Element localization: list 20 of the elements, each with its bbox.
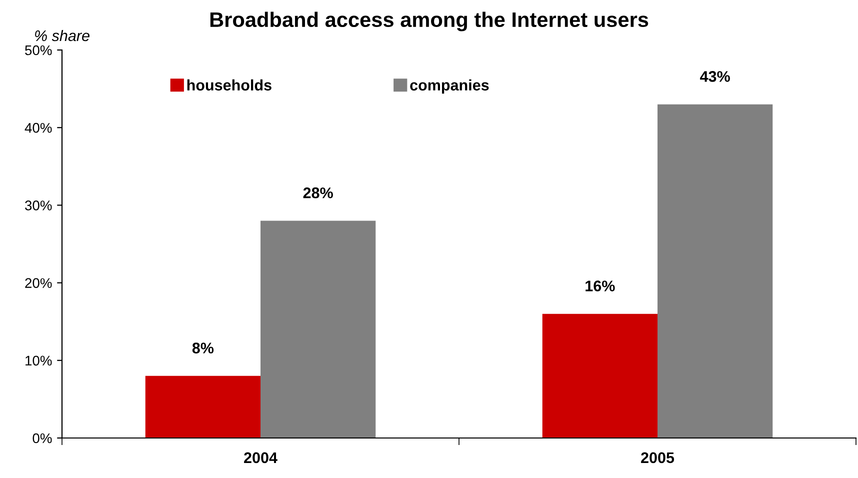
legend-label: households [187, 79, 272, 91]
y-tick-label: 20% [25, 278, 52, 288]
y-tick-label: 0% [32, 433, 52, 444]
y-tick-label: 40% [24, 122, 52, 133]
data-label: 28% [303, 187, 333, 198]
y-axis-title: % share [35, 30, 90, 42]
y-tick-label: 50% [25, 45, 52, 56]
y-tick-label: 10% [26, 356, 52, 366]
bar [260, 220, 376, 438]
x-tick-label: 2005 [641, 452, 674, 464]
bar [145, 376, 260, 438]
x-tick-label: 2004 [244, 452, 278, 464]
data-label: 43% [700, 71, 730, 82]
data-label: 16% [586, 280, 615, 292]
bar [542, 314, 658, 438]
legend-label: companies [410, 79, 489, 94]
bar [658, 104, 773, 438]
data-label: 8% [192, 342, 214, 354]
y-tick-label: 30% [25, 200, 52, 210]
chart-title: Broadband access among the Internet users [210, 12, 648, 32]
